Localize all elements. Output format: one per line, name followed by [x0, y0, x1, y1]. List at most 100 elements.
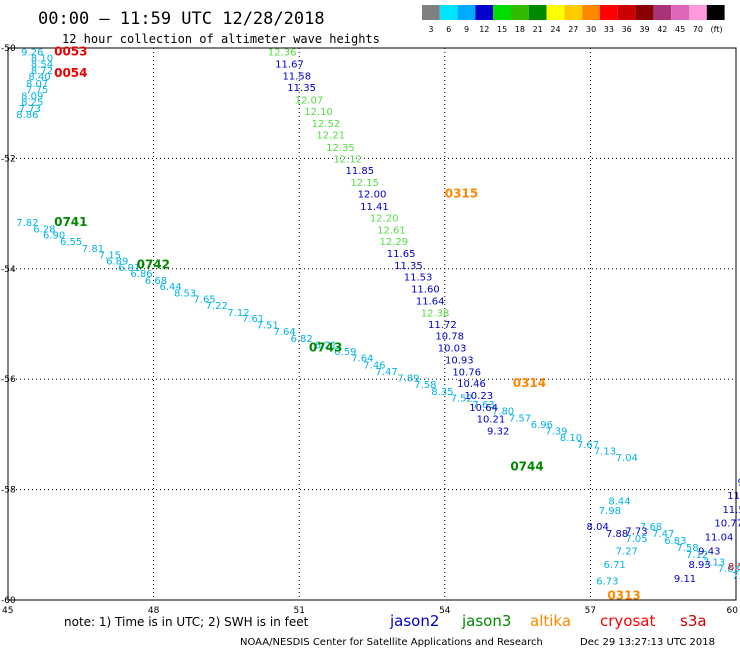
- swh-value: 7.75: [26, 85, 48, 96]
- swh-value: 7.04: [616, 453, 638, 464]
- legend-swatch: [706, 5, 725, 20]
- swh-value: 12.52: [312, 119, 341, 130]
- swh-value: 7.73: [625, 526, 647, 537]
- swh-value: 8.72: [31, 66, 53, 77]
- swh-value: 11.65: [387, 249, 416, 260]
- swh-value: 7.52: [451, 393, 473, 404]
- legend-swatch: [457, 5, 476, 20]
- swh-value: 11.35: [394, 261, 423, 272]
- legend-swatch: [689, 5, 707, 20]
- swh-value: 9.11: [674, 574, 696, 585]
- swh-value: 6.71: [604, 560, 626, 571]
- swh-value: 12.00: [358, 190, 387, 201]
- x-tick-label: 45: [2, 606, 13, 616]
- legend-label: 12: [479, 25, 489, 34]
- swh-value: 7.47: [652, 529, 674, 540]
- grid-lines: [8, 48, 736, 600]
- swh-value: 7.27: [616, 546, 638, 557]
- swh-value: 7.65: [193, 295, 215, 306]
- legend-label: 27: [568, 25, 578, 34]
- pass-label: 0744: [510, 459, 543, 473]
- swh-value: 12.29: [380, 237, 409, 248]
- chart-title: 00:00 – 11:59 UTC 12/28/2018: [38, 9, 325, 29]
- swh-value: 7.46: [363, 360, 385, 371]
- data-labels: 9.268.108.548.728.408.077.758.098.257.73…: [16, 47, 740, 588]
- legend-swatch: [475, 5, 494, 20]
- swh-value: 10.93: [445, 355, 474, 366]
- legend-swatch: [422, 5, 440, 20]
- swh-value: 7.73: [19, 104, 41, 115]
- swh-value: 11.04: [705, 533, 734, 544]
- swh-value: 11.35: [287, 83, 316, 94]
- swh-value: 7.58: [676, 543, 698, 554]
- swh-value: 11.53: [404, 273, 433, 284]
- swh-value: 8.10: [560, 433, 582, 444]
- swh-value: 7.64: [274, 327, 296, 338]
- swh-value: 10.03: [438, 344, 467, 355]
- legend-label: 45: [675, 25, 685, 34]
- swh-value: 8.25: [21, 98, 43, 109]
- x-tick-label: 48: [148, 606, 160, 616]
- swh-value: 6.73: [596, 577, 618, 588]
- pass-label: 0053: [54, 44, 87, 58]
- swh-value: 7.98: [732, 571, 740, 582]
- swh-value: 6.28: [33, 225, 55, 236]
- swh-value: 7.15: [99, 250, 121, 261]
- swh-value: 7.68: [640, 522, 662, 533]
- swh-value: 12.20: [370, 213, 399, 224]
- legend-swatch: [635, 5, 654, 20]
- y-tick-label: -52: [1, 154, 16, 164]
- swh-value: 10.64: [469, 403, 498, 414]
- swh-value: 9: [738, 477, 740, 488]
- legend-label: 6: [446, 25, 451, 34]
- pass-labels: 0053 0054 0741 0742 0743 0744 0315 0314 0313: [54, 44, 641, 602]
- legend-label: 42: [657, 25, 667, 34]
- swh-value: 8.86: [16, 110, 38, 121]
- swh-value: 10.77: [714, 519, 740, 530]
- pass-label: 0743: [309, 341, 342, 355]
- swh-value: 6.86: [130, 269, 152, 280]
- swh-value: 7.39: [545, 427, 567, 438]
- swh-value: 8.44: [608, 497, 630, 508]
- swh-value: 6.96: [531, 420, 553, 431]
- color-legend: 3 6 9 12 15 18 21 24 27 30 33 36 39 42 45 70 (ft): [422, 5, 725, 34]
- swh-value: 7.80: [492, 407, 514, 418]
- pass-label: 0741: [54, 215, 87, 229]
- x-tick-label: 51: [293, 606, 304, 616]
- swh-value: 10.21: [477, 414, 506, 425]
- swh-value: 7.82: [16, 218, 38, 229]
- legend-label: 36: [622, 25, 632, 34]
- swh-value: 8.09: [21, 91, 43, 102]
- swh-value: 11.60: [411, 285, 440, 296]
- y-tick-label: -60: [1, 596, 16, 606]
- legend-swatch: [546, 5, 565, 20]
- pass-label: 0313: [607, 589, 640, 603]
- swh-value: 7.13: [703, 557, 725, 568]
- swh-value: 7.88: [606, 529, 628, 540]
- y-tick-label: -50: [1, 44, 16, 54]
- swh-value: 7.63: [472, 400, 494, 411]
- legend-label: 39: [639, 25, 649, 34]
- legend-label: 15: [497, 25, 507, 34]
- swh-value: 7.51: [257, 321, 279, 332]
- swh-value: 12.61: [377, 226, 406, 237]
- swh-value: 8.93: [688, 560, 710, 571]
- swh-value: 8.35: [431, 387, 453, 398]
- legend-label: 30: [586, 25, 596, 34]
- y-tick-label: -58: [1, 486, 16, 496]
- swh-value: 7.63: [718, 564, 740, 575]
- swh-value: 9.43: [698, 546, 720, 557]
- swh-value: 6.90: [43, 231, 65, 242]
- pass-label: 0742: [137, 257, 170, 271]
- axis-ticks: 45 48 51 54 57 60 -50 -52 -54 -56 -58 -60: [1, 44, 738, 616]
- legend-swatch: [617, 5, 636, 20]
- swh-value: 7.81: [82, 244, 104, 255]
- swh-value: 6.82: [290, 334, 312, 345]
- swh-value: 11.58: [282, 72, 311, 83]
- legend-swatch: [439, 5, 458, 20]
- satellite-name: jason3: [461, 612, 511, 630]
- legend-unit: (ft): [711, 25, 723, 34]
- swh-value: 10.46: [457, 379, 486, 390]
- swh-value: 8.53: [174, 289, 196, 300]
